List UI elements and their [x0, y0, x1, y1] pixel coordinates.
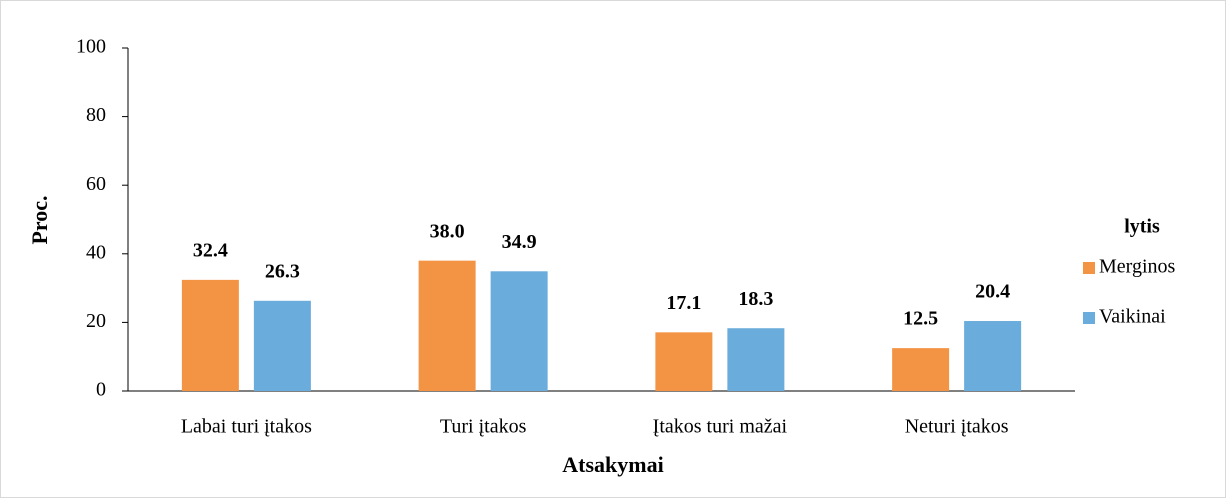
bar — [727, 328, 785, 391]
y-tick-label: 0 — [96, 379, 106, 401]
legend-swatch — [1083, 262, 1095, 274]
data-label: 26.3 — [265, 260, 300, 282]
x-tick-label: Labai turi įtakos — [181, 416, 312, 438]
data-label: 18.3 — [738, 288, 773, 310]
x-axis-title: Atsakymai — [562, 452, 663, 477]
legend-swatch — [1083, 312, 1095, 324]
data-label: 12.5 — [903, 308, 938, 330]
x-tick-label: Įtakos turi mažai — [653, 416, 788, 438]
data-label: 20.4 — [975, 281, 1010, 303]
legend-label: Merginos — [1099, 256, 1176, 278]
data-label: 34.9 — [502, 231, 537, 253]
y-tick-label: 80 — [86, 104, 106, 126]
bar — [964, 321, 1022, 391]
data-label: 38.0 — [430, 220, 465, 242]
bar — [418, 260, 476, 391]
bar — [892, 348, 950, 391]
bar — [181, 279, 239, 391]
y-axis-title: Proc. — [27, 195, 52, 244]
y-tick-label: 40 — [86, 241, 106, 263]
bar — [655, 332, 713, 391]
legend-title: lytis — [1124, 216, 1160, 238]
legend-label: Vaikinai — [1099, 306, 1166, 328]
x-tick-label: Neturi įtakos — [905, 416, 1009, 438]
data-label: 32.4 — [193, 239, 228, 261]
y-tick-label: 20 — [86, 310, 106, 332]
bar — [490, 271, 548, 391]
data-label: 17.1 — [666, 292, 701, 314]
bar — [253, 300, 311, 391]
y-tick-label: 100 — [76, 36, 106, 58]
y-tick-label: 60 — [86, 173, 106, 195]
x-tick-label: Turi įtakos — [440, 416, 527, 438]
